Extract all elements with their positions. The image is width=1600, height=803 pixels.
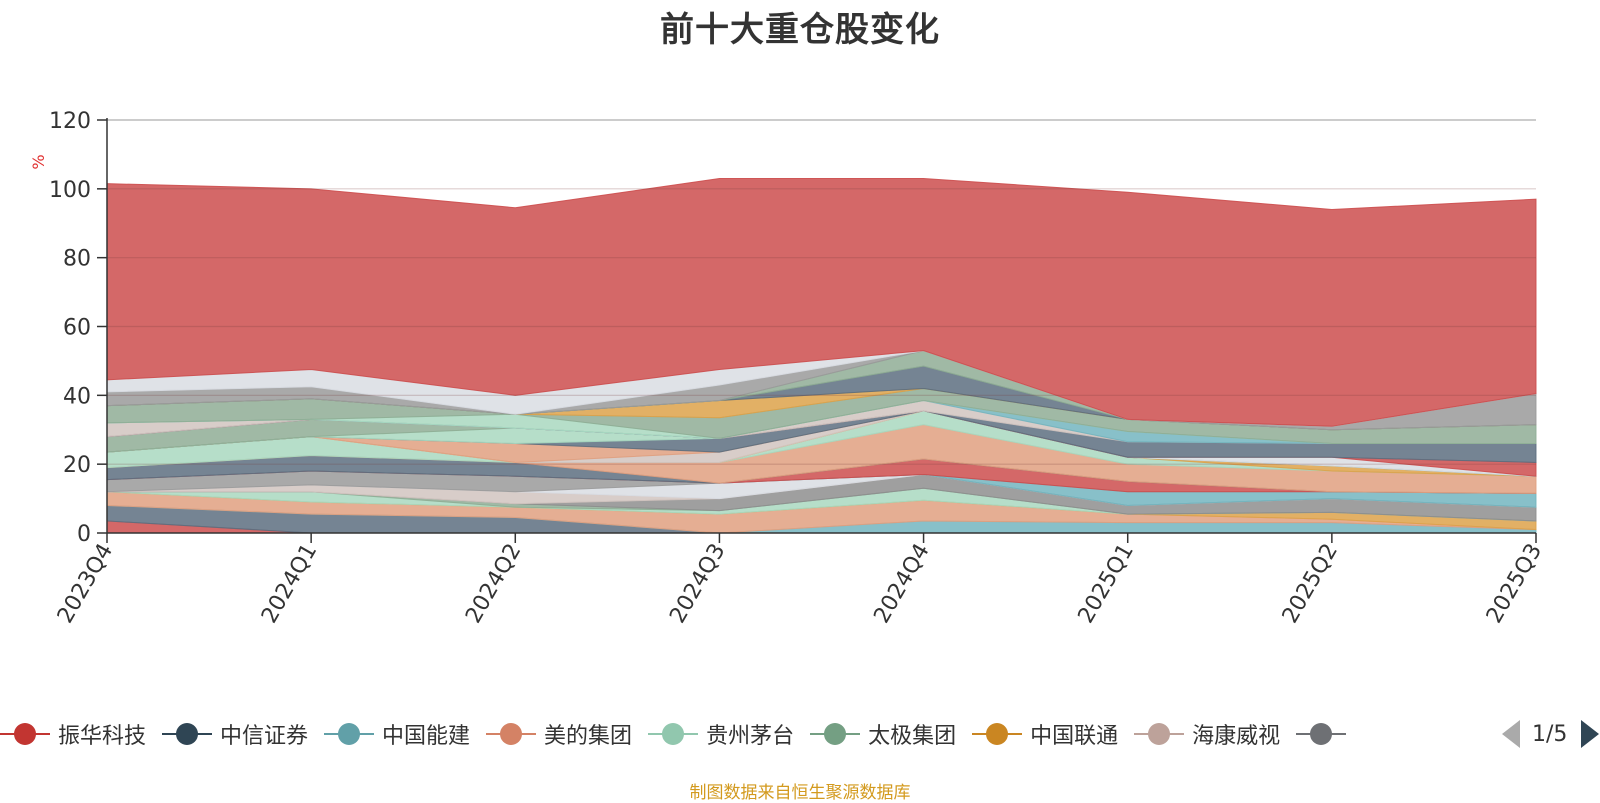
legend-marker-icon	[1296, 720, 1347, 748]
legend-dot	[1310, 723, 1333, 745]
legend-label: 海康威视	[1192, 724, 1281, 749]
chart-legend: 振华科技 中信证券 中国能建 美的集团 贵州茅台 太极集团 中国联通 海康威视	[0, 714, 1600, 754]
legend-label: 中国能建	[382, 724, 471, 749]
legend-label: 太极集团	[868, 724, 957, 749]
legend-marker-icon	[486, 720, 537, 748]
legend-item[interactable]: 太极集团	[810, 714, 956, 754]
legend-pager: 1/5	[1492, 714, 1600, 754]
y-tick-label-100: 100	[49, 178, 91, 203]
y-tick-label-20: 20	[63, 453, 91, 478]
y-tick-label-80: 80	[63, 247, 91, 272]
legend-marker-icon	[648, 720, 699, 748]
x-tick-label-2025Q1: 2025Q1	[1074, 540, 1139, 628]
x-tick-label-2025Q2: 2025Q2	[1278, 540, 1343, 628]
legend-item[interactable]	[1296, 714, 1354, 754]
y-tick-label-0: 0	[77, 522, 91, 547]
legend-dot	[14, 723, 36, 745]
legend-dot	[824, 723, 847, 745]
legend-marker-icon	[0, 720, 50, 748]
source-note: 制图数据来自恒生聚源数据库	[689, 783, 911, 803]
x-tick-label-2024Q1: 2024Q1	[257, 540, 322, 628]
legend-label: 中国联通	[1030, 724, 1119, 749]
legend-marker-icon	[324, 720, 375, 748]
chart-title: 前十大重仓股变化	[660, 10, 940, 50]
legend-prev-page-button[interactable]	[1502, 720, 1520, 748]
y-axis-label: %	[29, 154, 48, 169]
legend-dot	[500, 723, 523, 745]
legend-item[interactable]: 中国能建	[324, 714, 470, 754]
legend-next-page-button[interactable]	[1581, 720, 1600, 748]
legend-label: 振华科技	[58, 724, 147, 749]
legend-label: 中信证券	[220, 724, 309, 749]
chart-plot: 0 20 40 60 80 100 120% 2023Q4 2024Q1 2024Q2 2024Q3…	[29, 109, 1547, 628]
legend-marker-icon	[810, 720, 861, 748]
legend-dot	[1148, 723, 1171, 745]
legend-marker-icon	[972, 720, 1023, 748]
legend-dot	[176, 723, 199, 745]
legend-item[interactable]: 振华科技	[0, 714, 146, 754]
legend-item[interactable]: 中信证券	[162, 714, 308, 754]
x-tick-label-2025Q3: 2025Q3	[1482, 540, 1547, 628]
legend-dot	[662, 723, 685, 745]
x-tick-label-2024Q2: 2024Q2	[461, 540, 526, 628]
y-tick-label-40: 40	[63, 384, 91, 409]
legend-dot	[338, 723, 361, 745]
legend-dot	[986, 723, 1009, 745]
legend-label: 美的集团	[544, 724, 633, 749]
legend-marker-icon	[1134, 720, 1185, 748]
y-tick-label-120: 120	[49, 109, 91, 134]
legend-item[interactable]: 贵州茅台	[648, 714, 794, 754]
legend-item[interactable]: 美的集团	[486, 714, 632, 754]
y-tick-label-60: 60	[63, 316, 91, 341]
legend-marker-icon	[162, 720, 213, 748]
x-tick-label-2023Q4: 2023Q4	[53, 540, 118, 628]
legend-label: 贵州茅台	[706, 724, 795, 749]
legend-item[interactable]: 中国联通	[972, 714, 1118, 754]
x-tick-label-2024Q3: 2024Q3	[665, 540, 730, 628]
legend-item[interactable]: 海康威视	[1134, 714, 1280, 754]
area-series-s37	[106, 178, 1537, 427]
x-tick-label-2024Q4: 2024Q4	[869, 540, 934, 628]
legend-page-indicator: 1/5	[1532, 721, 1568, 747]
